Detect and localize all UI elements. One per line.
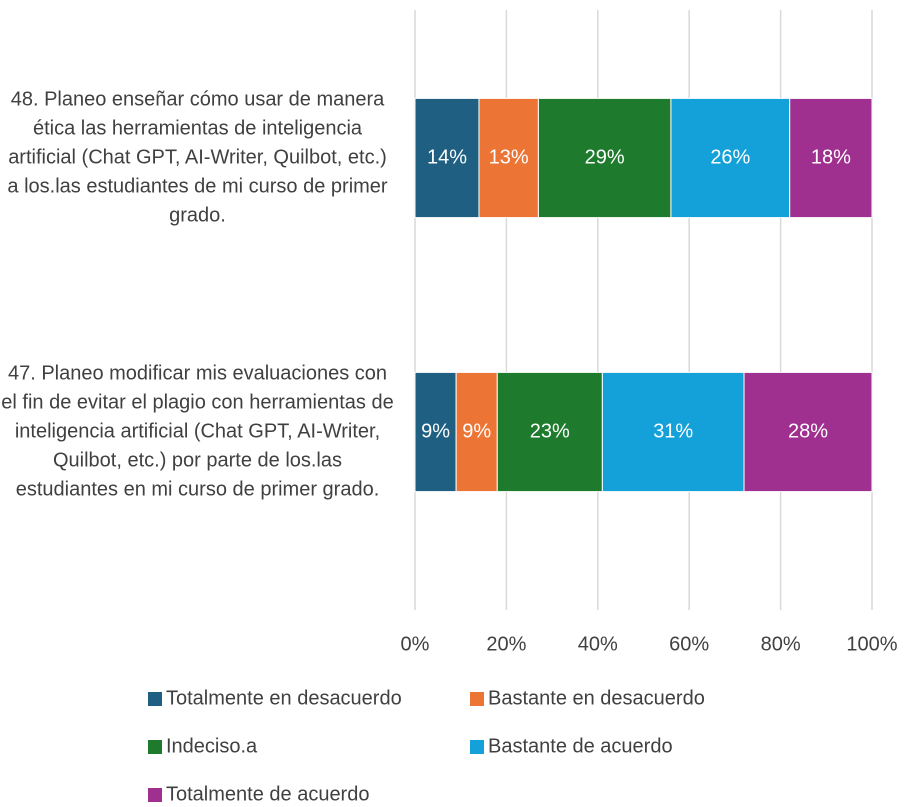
x-tick-label: 100% — [846, 633, 897, 655]
x-tick-label: 60% — [669, 633, 709, 655]
legend-label: Bastante de acuerdo — [488, 735, 673, 757]
legend-swatch — [470, 740, 484, 754]
bar-segment — [670, 97, 791, 219]
legend-label: Totalmente en desacuerdo — [166, 687, 402, 709]
category-label: 47. Planeo modificar mis evaluaciones co… — [1, 362, 394, 501]
category-label: 48. Planeo enseñar cómo usar de manera é… — [7, 88, 388, 227]
x-tick-label: 20% — [486, 633, 526, 655]
bar-segment — [455, 371, 498, 493]
data-label: 31% — [653, 420, 693, 442]
data-label: 14% — [427, 146, 467, 168]
data-label: 9% — [421, 420, 450, 442]
legend-swatch — [148, 692, 162, 706]
data-label: 26% — [710, 146, 750, 168]
data-label: 29% — [585, 146, 625, 168]
legend-swatch — [148, 788, 162, 802]
legend-swatch — [148, 740, 162, 754]
bar-segment — [478, 97, 539, 219]
bar-segment — [743, 371, 873, 493]
bar-segment — [414, 97, 480, 219]
x-tick-label: 40% — [578, 633, 618, 655]
bar-segment — [496, 371, 603, 493]
data-label: 23% — [530, 420, 570, 442]
data-label: 18% — [811, 146, 851, 168]
legend-label: Indeciso.a — [166, 735, 258, 757]
bar-segment — [601, 371, 745, 493]
legend-label: Bastante en desacuerdo — [488, 687, 705, 709]
legend-label: Totalmente de acuerdo — [166, 783, 369, 805]
legend-swatch — [470, 692, 484, 706]
x-tick-label: 0% — [401, 633, 430, 655]
bar-segment — [537, 97, 672, 219]
bar-segment — [789, 97, 873, 219]
data-label: 28% — [788, 420, 828, 442]
x-tick-label: 80% — [761, 633, 801, 655]
data-label: 9% — [462, 420, 491, 442]
data-label: 13% — [489, 146, 529, 168]
